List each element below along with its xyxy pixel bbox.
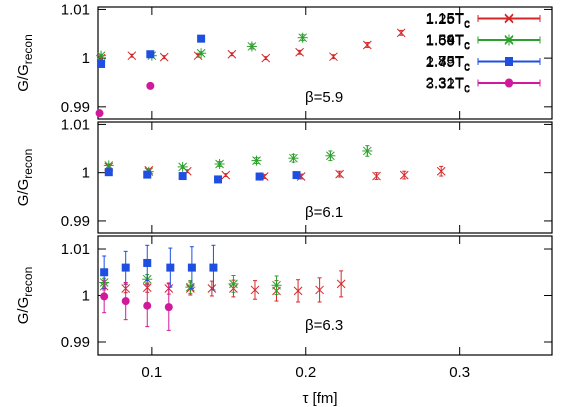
beta-annotation: β=6.3: [305, 317, 343, 334]
data-point: [251, 155, 262, 166]
data-point: [362, 145, 373, 156]
panel-frame: [97, 121, 553, 234]
data-point: [271, 280, 282, 291]
data-point: [185, 282, 196, 293]
data-point: [297, 32, 308, 43]
data-point: [295, 47, 304, 57]
data-point: [166, 263, 175, 272]
data-point: [372, 171, 381, 181]
y-tick-label: 0.99: [61, 213, 90, 230]
legend-label: 1.73Tc: [426, 53, 470, 73]
beta-annotation: β=5.9: [305, 89, 343, 106]
legend-label: 2.31Tc: [426, 75, 470, 95]
legend-marker: [504, 13, 514, 23]
legend-label: 1.85Tc: [426, 53, 470, 73]
y-tick-label: 0.99: [61, 334, 90, 351]
data-point: [228, 278, 239, 289]
y-tick-label: 1.01: [61, 241, 90, 258]
data-point: [143, 301, 152, 310]
panel-frame: [97, 235, 553, 356]
y-axis-label: G/Grecon: [15, 34, 35, 92]
y-tick-label: 0.99: [61, 99, 90, 116]
legend-label: 1.39Tc: [426, 32, 470, 52]
data-point: [146, 81, 155, 90]
data-point: [143, 258, 152, 267]
data-point: [96, 50, 107, 61]
legend-label: 1.15Tc: [426, 10, 470, 30]
data-point: [436, 166, 446, 176]
data-point: [396, 28, 406, 38]
x-tick-label: 0.1: [141, 364, 162, 381]
data-point: [362, 40, 372, 50]
y-axis-label: G/Grecon: [15, 149, 35, 207]
data-point: [399, 170, 409, 180]
data-point: [127, 51, 137, 61]
data-point: [255, 172, 264, 181]
legend-marker: [504, 14, 514, 24]
y-tick-label: 1.01: [61, 1, 90, 18]
y-tick-label: 1.01: [61, 116, 90, 133]
data-point: [315, 285, 324, 295]
data-point: [95, 109, 104, 118]
legend-marker: [505, 78, 513, 87]
data-point: [104, 168, 113, 177]
x-axis-label: τ [fm]: [302, 390, 337, 407]
data-point: [121, 297, 130, 306]
data-point: [196, 48, 207, 59]
data-point: [292, 171, 301, 180]
legend-label: 3.32Tc: [426, 76, 470, 96]
legend-label: 1.54Tc: [426, 32, 470, 52]
data-point: [187, 263, 196, 272]
data-point: [177, 161, 188, 172]
y-axis-label: G/Grecon: [15, 267, 35, 325]
data-point: [100, 268, 109, 277]
data-point: [221, 170, 231, 180]
data-point: [325, 150, 336, 161]
y-tick-label: 1: [82, 165, 90, 182]
data-point: [164, 303, 173, 312]
data-point: [293, 286, 303, 296]
data-point: [214, 175, 223, 184]
legend-label: 1.16Tc: [426, 10, 470, 30]
data-point: [143, 170, 152, 179]
data-point: [100, 292, 109, 301]
data-point: [121, 263, 130, 272]
data-point: [329, 52, 338, 62]
data-point: [214, 158, 225, 169]
legend-label: 1.66Tc: [426, 33, 470, 53]
legend-label: 2.49Tc: [426, 54, 470, 74]
legend-marker: [504, 34, 514, 45]
data-point: [250, 285, 260, 295]
data-point: [288, 153, 299, 164]
legend-marker: [505, 57, 513, 65]
data-point: [207, 284, 217, 293]
data-point: [209, 263, 218, 272]
x-tick-label: 0.2: [295, 364, 316, 381]
beta-annotation: β=6.1: [305, 204, 343, 221]
data-point: [97, 59, 106, 68]
data-point: [336, 279, 346, 289]
data-point: [227, 49, 237, 59]
y-tick-label: 1: [82, 50, 90, 67]
data-point: [197, 34, 206, 43]
x-tick-label: 0.3: [449, 364, 470, 381]
data-point: [261, 53, 271, 63]
data-point: [335, 169, 344, 179]
y-tick-label: 1: [82, 288, 90, 305]
data-point: [146, 50, 155, 59]
data-point: [246, 41, 257, 52]
legend-label: 1.25Tc: [426, 11, 470, 31]
data-point: [178, 172, 187, 181]
data-point: [159, 52, 169, 62]
